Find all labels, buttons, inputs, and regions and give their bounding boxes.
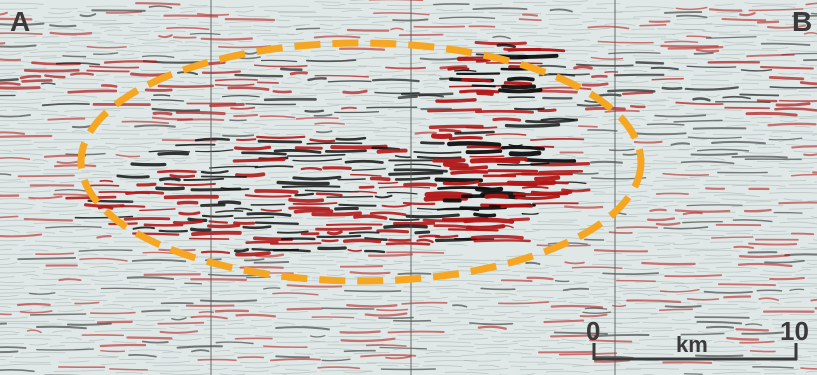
profile-start-label: A bbox=[10, 6, 31, 37]
scale-end-label: 10 bbox=[780, 316, 809, 346]
scale-unit-label: km bbox=[676, 332, 708, 357]
profile-end-label: B bbox=[792, 6, 813, 37]
scale-start-label: 0 bbox=[586, 316, 601, 346]
highlight-ellipse bbox=[77, 39, 645, 285]
scale-bar bbox=[592, 343, 798, 361]
vertical-trace-lines bbox=[210, 0, 616, 375]
